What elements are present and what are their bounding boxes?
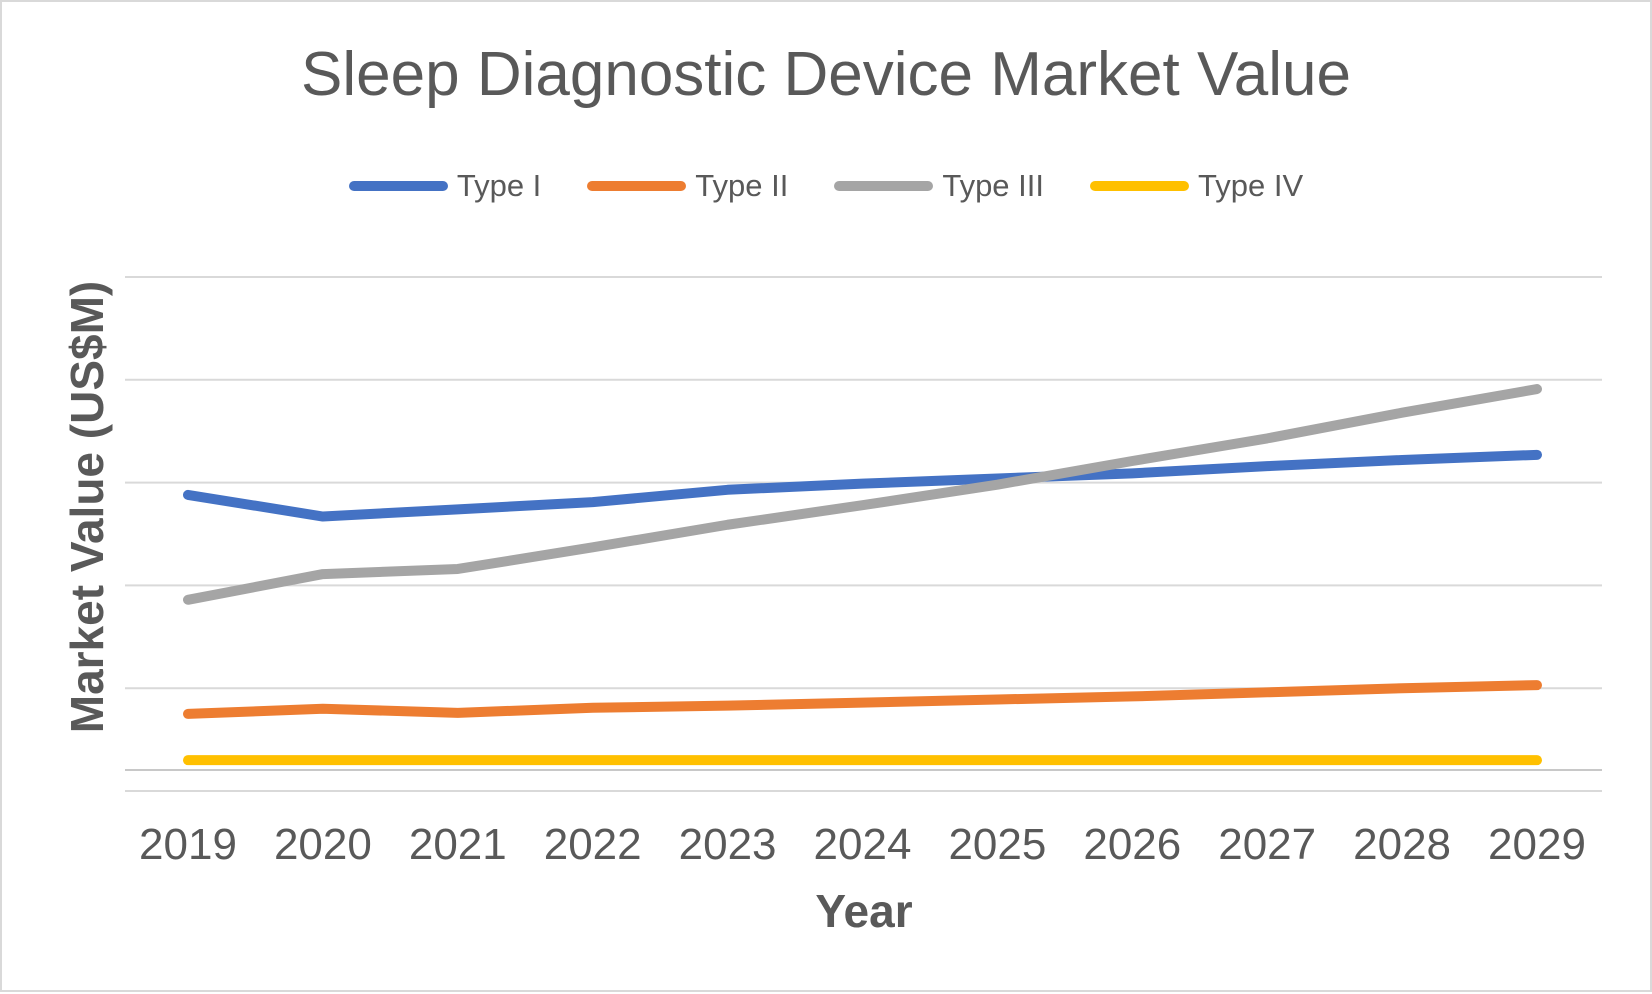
legend-swatch-type-iii [834,181,934,191]
series-line-type-iii [183,384,1542,605]
legend-item-type-iv: Type IV [1090,168,1303,204]
legend-label: Type III [942,168,1045,203]
legend: Type I Type II Type III Type IV [2,168,1650,204]
x-tick-label: 2026 [1083,820,1182,869]
x-tick-label: 2022 [543,820,642,869]
legend-item-type-i: Type I [348,168,542,204]
legend-label: Type I [456,168,542,203]
x-tick-label: 2028 [1353,820,1452,869]
legend-item-type-ii: Type II [587,168,788,204]
series-line-type-ii [183,680,1542,719]
x-tick-label: 2025 [948,820,1047,869]
y-axis-title: Market Value (US$M) [61,280,113,734]
x-tick-label: 2019 [139,820,237,869]
chart-title: Sleep Diagnostic Device Market Value [301,40,1351,109]
x-tick-label: 2024 [813,820,912,869]
legend-item-type-iii: Type III [834,168,1044,204]
x-tick-label: 2020 [273,820,372,869]
x-tick-label: 2023 [678,820,777,869]
legend-swatch-type-ii [587,181,687,191]
legend-label: Type II [695,168,789,203]
x-tick-label: 2027 [1218,820,1317,869]
x-tick-label: 2021 [408,820,507,869]
legend-swatch-type-iv [1090,181,1190,191]
x-axis-title: Year [815,885,913,937]
x-tick-label: 2029 [1488,820,1586,869]
legend-label: Type IV [1198,168,1304,203]
legend-swatch-type-i [348,181,448,191]
series-line-type-i [183,449,1542,522]
